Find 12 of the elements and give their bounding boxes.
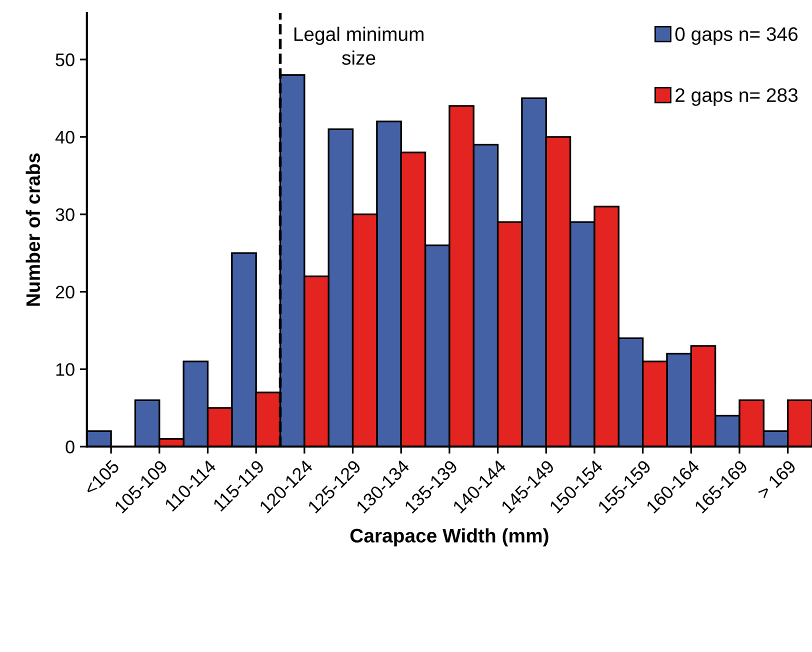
y-tick-label: 0 — [66, 440, 74, 454]
annotation: Legal minimum size — [294, 26, 424, 65]
y-tick-label: 20 — [56, 286, 74, 298]
y-tick-label: 40 — [55, 130, 74, 144]
legend-label: 0 gaps n= 346 — [675, 27, 798, 45]
y-tick-label: 10 — [56, 363, 74, 376]
y-tick-label: 50 — [56, 53, 74, 66]
y-tick-label: 30 — [56, 208, 74, 222]
x-tick-label: > 169 — [756, 459, 797, 500]
legend-label: 2 gaps n= 283 — [676, 88, 798, 106]
y-axis-title: Number of crabs — [26, 153, 40, 306]
x-axis-title: Carapace Width (mm) — [350, 528, 548, 546]
